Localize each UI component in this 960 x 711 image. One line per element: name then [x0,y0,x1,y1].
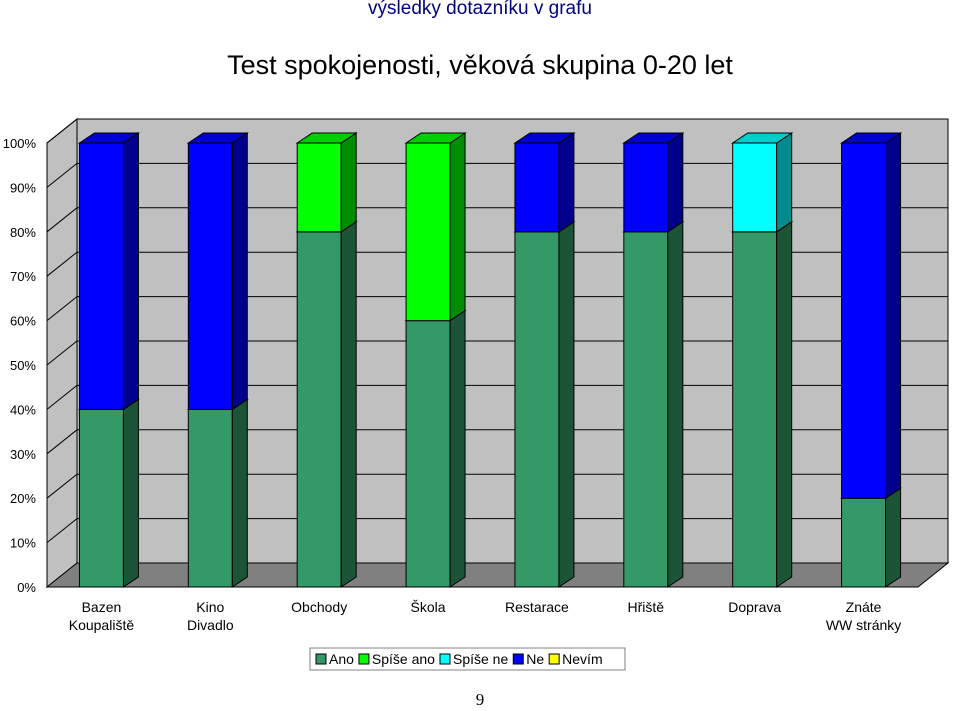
bar-side [122,132,139,411]
bar-side [885,132,902,500]
y-tick-label: 20% [10,491,36,506]
bar-segment [731,132,794,233]
legend-swatch [315,653,327,665]
bar-segment [77,132,141,411]
bar-side [340,220,357,588]
bar-side [231,132,248,411]
x-tick-label: Obchody [291,599,347,615]
bar-front [78,408,124,588]
bar-top [404,132,467,144]
chart-legend: Ano Spíše ano Spíše ne Ne Nevím [309,647,626,671]
y-tick-label: 0% [17,580,36,595]
legend-label: Spíše ano [372,651,435,667]
y-tick-label: 10% [10,536,36,551]
bar-front [732,142,778,233]
bar-segment [295,220,358,588]
slide-heading: výsledky dotazníku v grafu [368,0,592,19]
bar-front [405,142,451,322]
bar-side [776,220,793,588]
bar-front [514,142,560,233]
y-tick-label: 60% [10,314,36,329]
y-tick-label: 70% [10,269,36,284]
y-axis-ticks: 0% 10% 20% 30% 40% 50% 60% 70% 80% 90% 100% [3,136,37,595]
y-tick-label: 50% [10,358,36,373]
bar-front [623,142,669,233]
bar-side [558,220,575,588]
bar-side [776,132,793,233]
bar-side [449,309,466,588]
legend-label: Ne [526,651,544,667]
bar-side [231,398,248,588]
bar-top [295,132,358,144]
y-tick-label: 30% [10,447,36,462]
legend-label: Nevím [562,651,602,667]
bar-segment [404,132,467,322]
x-tick-label: Škola [411,599,446,615]
legend-swatch [439,653,451,665]
bar-side [885,487,902,588]
y-tick-label: 100% [3,136,37,151]
bar-front [514,231,560,588]
page-number: 9 [475,690,485,709]
bar-segment [731,220,794,588]
bar-side [667,132,684,233]
stacked-3d-bar-chart: 0% 10% 20% 30% 40% 50% 60% 70% 80% 90% 100% Bazen K… [3,117,950,671]
bar-top [513,132,576,144]
x-axis-ticks: Bazen Koupaliště Kino Divadlo Obchody Škola Re… [69,599,902,633]
bar-segment [839,132,903,500]
bar-side [558,132,575,233]
floor [45,562,950,588]
bar-top [186,132,249,144]
x-tick-label: Hřiště [628,599,665,615]
bar-front [296,231,342,588]
y-tick-label: 40% [10,402,36,417]
bar-front [732,231,778,588]
bar-front [405,320,451,588]
y-tick-label: 90% [10,180,36,195]
chart-title: Test spokojenosti, věková skupina 0-20 l… [227,50,733,80]
x-tick-label: Znáte WW stránky [826,599,901,633]
bar-segment [839,487,903,588]
legend-box [309,647,626,671]
bar-front [296,142,342,233]
bar-front [187,142,233,410]
bar-top [839,132,903,144]
x-tick-label: Restarace [505,599,569,615]
bar-segment [77,398,141,588]
bar-segment [186,398,249,588]
chart-walls [45,117,950,589]
bar-side [449,132,466,322]
bar-top [622,132,685,144]
bar-top [731,132,794,144]
bar-segment [622,220,685,588]
bar-segment [404,309,467,588]
gridline [46,118,948,144]
bar-side [122,398,139,588]
bar-segment [622,132,685,233]
bar-front [623,231,669,588]
legend-label: Spíše ne [453,651,508,667]
legend-swatch [358,653,370,665]
bar-front [78,142,124,410]
bar-front [841,497,887,588]
bar-front [187,408,233,588]
legend-swatch [512,653,524,665]
bar-top [77,132,141,144]
y-tick-label: 80% [10,225,36,240]
bar-segment [513,132,576,233]
bar-side [667,220,684,588]
x-tick-label: Bazen Koupaliště [69,599,135,633]
bar-segment [295,132,358,233]
bar-side [340,132,357,233]
legend-label: Ano [329,651,354,667]
bar-front [841,142,887,499]
chart-bars [77,132,903,588]
x-tick-label: Doprava [728,599,781,615]
legend-swatch [548,653,560,665]
bar-segment [513,220,576,588]
x-tick-label: Kino Divadlo [187,599,234,633]
bar-segment [186,132,249,411]
